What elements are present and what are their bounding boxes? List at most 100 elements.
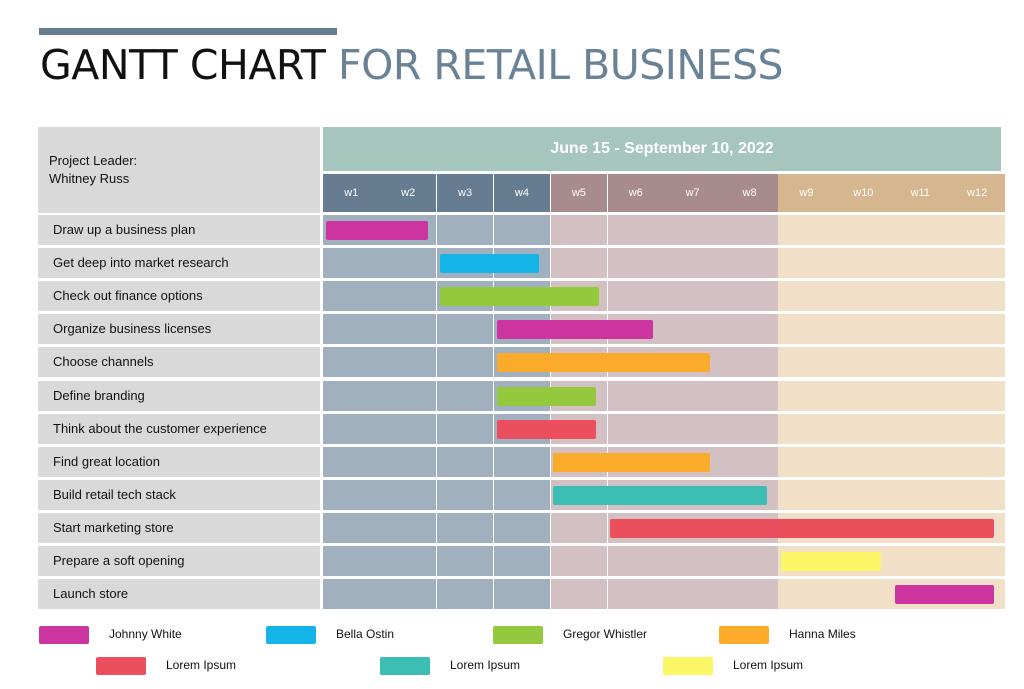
grid-cell	[550, 512, 608, 543]
grid-cell	[778, 314, 835, 345]
grid-cell	[436, 347, 494, 378]
grid-cell	[721, 281, 778, 312]
task-name: Think about the customer experience	[53, 420, 267, 436]
legend-label: Lorem Ipsum	[733, 658, 804, 672]
week-header-w9: w9	[778, 174, 835, 212]
grid-cell	[721, 248, 778, 279]
date-range-header: June 15 - September 10, 2022	[323, 127, 1001, 171]
legend-swatch	[96, 657, 146, 675]
grid-cell	[664, 579, 721, 610]
task-row-label: Prepare a soft opening	[38, 546, 320, 576]
grid-cell	[948, 380, 1006, 411]
grid-cell	[778, 215, 835, 245]
grid-cell	[607, 215, 664, 245]
grid-cell	[379, 512, 437, 543]
grid-cell	[948, 347, 1006, 378]
task-row-label: Start marketing store	[38, 512, 320, 543]
grid-cell	[892, 446, 949, 477]
task-bar	[610, 518, 995, 538]
task-name: Define branding	[53, 387, 145, 403]
task-bar	[553, 452, 710, 472]
task-bar	[325, 221, 429, 240]
grid-cell	[892, 314, 949, 345]
legend-item: Lorem Ipsum	[663, 657, 903, 677]
task-bar	[496, 353, 710, 373]
grid-cell	[379, 413, 437, 444]
task-name: Get deep into market research	[53, 255, 229, 271]
grid-cell	[379, 347, 437, 378]
grid-cell	[323, 347, 380, 378]
legend-swatch	[493, 626, 543, 644]
grid-cell	[892, 347, 949, 378]
task-name: Prepare a soft opening	[53, 553, 185, 568]
grid-cell	[835, 248, 892, 279]
grid-cell	[721, 380, 778, 411]
grid-cell	[835, 579, 892, 610]
legend-item: Lorem Ipsum	[96, 657, 336, 677]
week-header-w10: w10	[835, 174, 892, 212]
grid-cell	[436, 579, 494, 610]
grid-cell	[721, 215, 778, 245]
page-title: GANTT CHART FOR RETAIL BUSINESS	[40, 40, 784, 90]
grid-cell	[323, 380, 380, 411]
grid-cell	[721, 347, 778, 378]
grid-cell	[835, 479, 892, 510]
grid-cell	[948, 446, 1006, 477]
week-header-w5: w5	[550, 174, 608, 212]
task-row-label: Organize business licenses	[38, 314, 320, 345]
grid-cell	[323, 479, 380, 510]
grid-cell	[607, 413, 664, 444]
grid-cell	[323, 413, 380, 444]
grid-cell	[892, 215, 949, 245]
task-name: Choose channels	[53, 354, 154, 370]
grid-cell	[379, 479, 437, 510]
grid-cell	[607, 281, 664, 312]
task-bar	[894, 585, 995, 605]
grid-cell	[436, 546, 494, 576]
grid-cell	[948, 215, 1006, 245]
week-header-w11: w11	[892, 174, 949, 212]
task-row-label: Find great location	[38, 446, 320, 477]
grid-cell	[436, 512, 494, 543]
grid-cell	[778, 347, 835, 378]
grid-cell	[323, 579, 380, 610]
grid-cell	[835, 380, 892, 411]
grid-cell	[664, 281, 721, 312]
week-header-w12: w12	[948, 174, 1006, 212]
task-row-label: Build retail tech stack	[38, 479, 320, 510]
task-bar	[781, 552, 881, 571]
legend-swatch	[380, 657, 430, 675]
legend-item: Lorem Ipsum	[380, 657, 620, 677]
grid-cell	[835, 446, 892, 477]
task-name: Check out finance options	[53, 288, 203, 304]
grid-cell	[721, 546, 778, 576]
week-header-w7: w7	[664, 174, 721, 212]
grid-cell	[493, 512, 551, 543]
grid-cell	[323, 281, 380, 312]
task-bar	[553, 485, 767, 505]
grid-cell	[493, 446, 551, 477]
grid-cell	[493, 479, 551, 510]
grid-cell	[379, 314, 437, 345]
grid-cell	[721, 579, 778, 610]
task-row-label: Get deep into market research	[38, 248, 320, 279]
legend-swatch	[663, 657, 713, 675]
legend-swatch	[266, 626, 316, 644]
grid-cell	[323, 512, 380, 543]
grid-cell	[892, 546, 949, 576]
task-name: Launch store	[53, 586, 129, 602]
grid-cell	[607, 579, 664, 610]
grid-cell	[550, 215, 608, 245]
grid-cell	[835, 413, 892, 444]
legend-label: Bella Ostin	[336, 627, 395, 641]
grid-cell	[948, 479, 1006, 510]
task-row-label: Launch store	[38, 579, 320, 610]
grid-cell	[379, 579, 437, 610]
task-bar	[496, 320, 653, 340]
task-row-label: Check out finance options	[38, 281, 320, 312]
grid-cell	[778, 446, 835, 477]
title-part-2: FOR RETAIL BUSINESS	[338, 41, 784, 89]
week-header-w1: w1	[323, 174, 380, 212]
grid-cell	[664, 413, 721, 444]
grid-cell	[948, 546, 1006, 576]
